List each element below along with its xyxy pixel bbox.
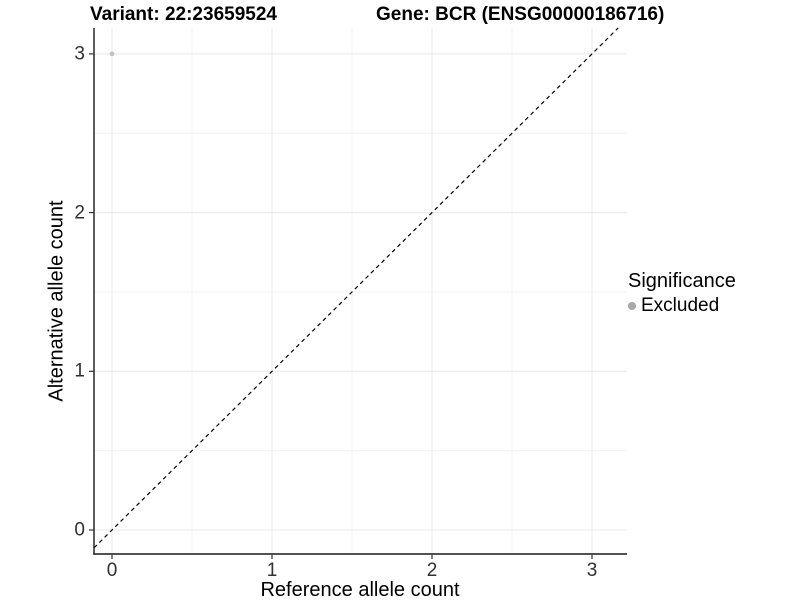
x-tick-label: 0: [106, 560, 118, 581]
legend-point-icon: [628, 302, 636, 310]
gene-title: Gene: BCR (ENSG00000186716): [376, 4, 665, 25]
y-tick-label: 0: [74, 519, 85, 541]
legend: Significance Excluded: [628, 270, 736, 317]
x-tick-label: 1: [266, 560, 278, 581]
legend-item-label: Excluded: [641, 295, 720, 316]
y-tick-label: 1: [74, 360, 85, 382]
x-axis-title: Reference allele count: [260, 579, 460, 600]
x-tick-label: 2: [426, 560, 438, 581]
y-tick-label: 3: [74, 43, 85, 65]
y-tick-label: 2: [74, 202, 85, 224]
legend-item-excluded: Excluded: [628, 295, 736, 317]
variant-title: Variant: 22:23659524: [90, 4, 277, 25]
identity-line: [93, 27, 619, 549]
legend-title: Significance: [628, 270, 736, 292]
data-point: [109, 51, 115, 57]
x-tick-label: 3: [586, 560, 598, 581]
